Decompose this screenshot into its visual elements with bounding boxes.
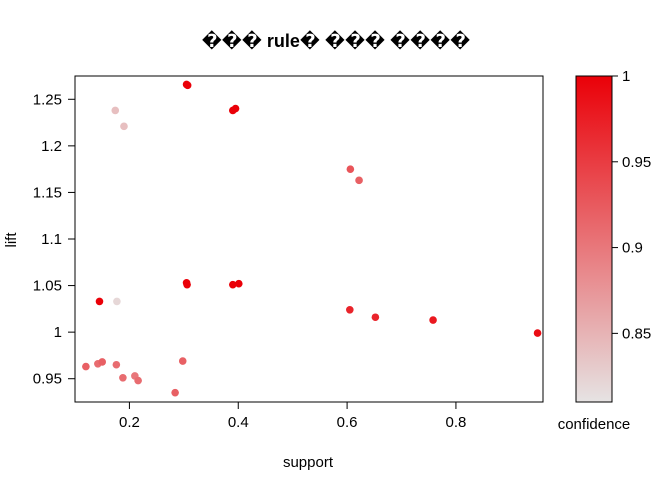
data-point bbox=[82, 362, 90, 371]
data-point bbox=[183, 280, 191, 289]
data-point bbox=[229, 280, 237, 289]
data-point bbox=[95, 297, 104, 306]
y-tick-label: 1.2 bbox=[41, 138, 62, 155]
x-tick-label: 0.8 bbox=[446, 414, 467, 431]
data-points bbox=[82, 80, 542, 397]
color-legend: 0.85 0.9 0.95 1 confidence bbox=[558, 68, 651, 433]
data-point bbox=[371, 313, 380, 322]
y-tick-label: 1.1 bbox=[41, 231, 62, 248]
data-point bbox=[429, 316, 437, 324]
color-legend-gradient-bar bbox=[575, 75, 613, 403]
color-legend-tick-label: 0.9 bbox=[622, 240, 643, 257]
chart-title: ��� rule� ��� ���� bbox=[202, 30, 470, 51]
data-point bbox=[183, 81, 192, 90]
data-point bbox=[171, 388, 179, 397]
y-tick-label: 1.15 bbox=[33, 184, 62, 201]
y-tick-label: 0.95 bbox=[33, 371, 62, 388]
y-tick-label: 1.05 bbox=[33, 278, 62, 295]
data-point bbox=[231, 104, 240, 113]
y-axis-title: lift bbox=[3, 232, 20, 248]
data-point bbox=[533, 329, 542, 337]
data-point bbox=[178, 357, 187, 365]
data-point bbox=[346, 165, 355, 173]
x-tick-label: 0.2 bbox=[119, 414, 140, 431]
color-legend-tick-label: 0.85 bbox=[622, 325, 651, 342]
data-point bbox=[235, 279, 243, 288]
data-point bbox=[111, 106, 120, 115]
y-tick-label: 1.25 bbox=[33, 91, 62, 108]
x-tick-label: 0.6 bbox=[337, 414, 358, 431]
data-point bbox=[355, 176, 363, 185]
x-axis-title: support bbox=[283, 454, 334, 471]
x-tick-label: 0.4 bbox=[228, 414, 249, 431]
plot-area-frame bbox=[74, 75, 544, 403]
color-legend-title: confidence bbox=[558, 416, 631, 433]
y-axis: 0.95 1 1.05 1.1 1.15 1.2 1.25 bbox=[33, 91, 75, 388]
data-point bbox=[113, 297, 121, 306]
data-point bbox=[120, 122, 128, 131]
color-legend-tick-label: 1 bbox=[622, 68, 630, 85]
data-point bbox=[119, 373, 127, 382]
data-point bbox=[112, 360, 121, 369]
data-point bbox=[134, 376, 142, 385]
data-point bbox=[98, 358, 107, 366]
x-axis: 0.2 0.4 0.6 0.8 bbox=[119, 401, 467, 431]
y-tick-label: 1 bbox=[54, 324, 62, 341]
color-legend-tick-label: 0.95 bbox=[622, 154, 651, 171]
data-point bbox=[346, 305, 354, 314]
